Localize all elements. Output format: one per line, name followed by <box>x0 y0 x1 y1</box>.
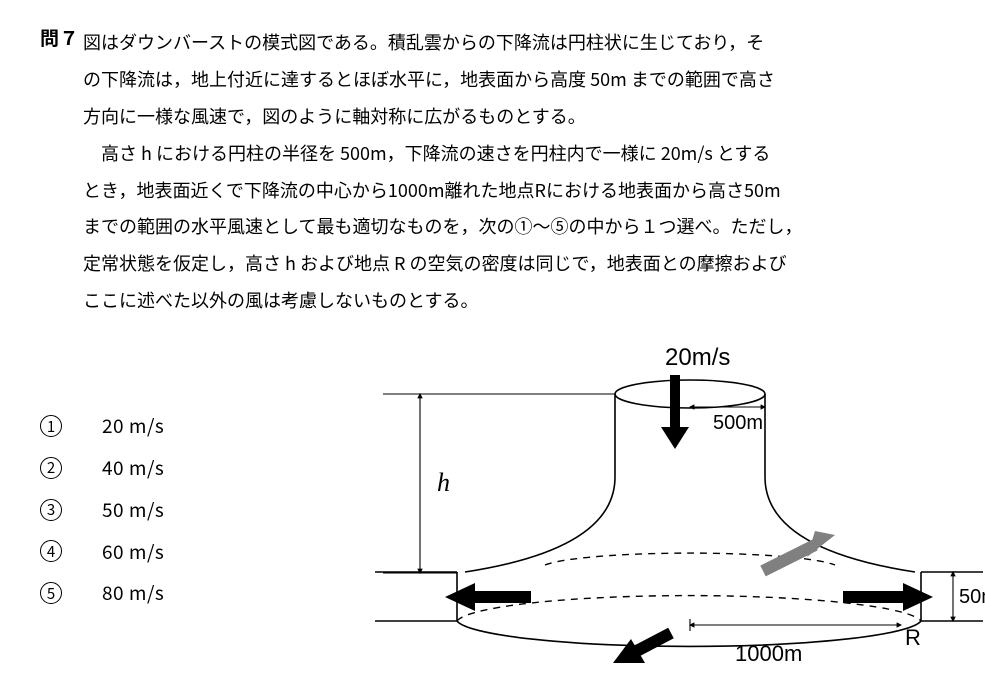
question-line: の下降流は，地上付近に達するとほぼ水平に，地表面から高度 50m までの範囲で高… <box>83 61 802 98</box>
question-line: 図はダウンバーストの模式図である。積乱雲からの下降流は円柱状に生じており，そ <box>83 24 802 61</box>
top-radius-label: 500m <box>713 412 763 434</box>
choices-list: 1 20 m/s 2 40 m/s 3 50 m/s 4 60 m/s 5 80… <box>40 405 164 614</box>
choice-row: 5 80 m/s <box>40 572 164 614</box>
left-profile <box>465 394 615 572</box>
lower-panel: 1 20 m/s 2 40 m/s 3 50 m/s 4 60 m/s 5 80… <box>40 339 945 669</box>
choice-row: 3 50 m/s <box>40 489 164 531</box>
speed-label: 20m/s <box>665 344 730 371</box>
choice-value: 50 m/s <box>102 489 164 531</box>
left-arrow-icon <box>445 583 531 611</box>
back-arrow-icon <box>763 531 835 571</box>
dist-label: 1000m <box>735 641 802 666</box>
right-arrow-icon <box>843 583 933 611</box>
choice-row: 4 60 m/s <box>40 531 164 573</box>
front-arrow-icon <box>613 633 671 663</box>
choice-row: 1 20 m/s <box>40 405 164 447</box>
question-line: とき，地表面近くで下降流の中心から1000m離れた地点Rにおける地表面から高さ5… <box>83 172 802 209</box>
choice-number: 3 <box>40 499 62 521</box>
question-block: 問７ 図はダウンバーストの模式図である。積乱雲からの下降流は円柱状に生じており，… <box>40 24 945 319</box>
top-ellipse <box>615 380 765 408</box>
choice-value: 40 m/s <box>102 447 164 489</box>
question-body: 図はダウンバーストの模式図である。積乱雲からの下降流は円柱状に生じており，そ の… <box>83 24 802 319</box>
question-line: までの範囲の水平風速として最も適切なものを，次の①～⑤の中から１つ選べ。ただし， <box>83 208 802 245</box>
question-line: ここに述べた以外の風は考慮しないものとする。 <box>83 282 802 319</box>
right-profile <box>765 394 915 572</box>
point-r-label: R <box>905 625 921 650</box>
question-line: 方向に一様な風速で，図のように軸対称に広がるものとする。 <box>83 98 802 135</box>
downburst-diagram: 20m/s 500m h <box>345 339 985 669</box>
down-arrow-icon <box>661 375 689 449</box>
choice-number: 4 <box>40 540 62 562</box>
question-line: 定常状態を仮定し，高さ h および地点 R の空気の密度は同じで，地表面との摩擦… <box>83 245 802 282</box>
question-line: 高さ h における円柱の半径を 500m，下降流の速さを円柱内で一様に 20m/… <box>83 135 802 172</box>
h50-label: 50m <box>959 586 985 608</box>
choice-value: 20 m/s <box>102 405 164 447</box>
choice-value: 80 m/s <box>102 572 164 614</box>
h-label: h <box>437 468 450 497</box>
choice-row: 2 40 m/s <box>40 447 164 489</box>
choice-value: 60 m/s <box>102 531 164 573</box>
question-label: 問７ <box>40 24 79 319</box>
choice-number: 2 <box>40 457 62 479</box>
choice-number: 1 <box>40 415 62 437</box>
diagram-svg: 20m/s 500m h <box>345 339 985 669</box>
choice-number: 5 <box>40 582 62 604</box>
